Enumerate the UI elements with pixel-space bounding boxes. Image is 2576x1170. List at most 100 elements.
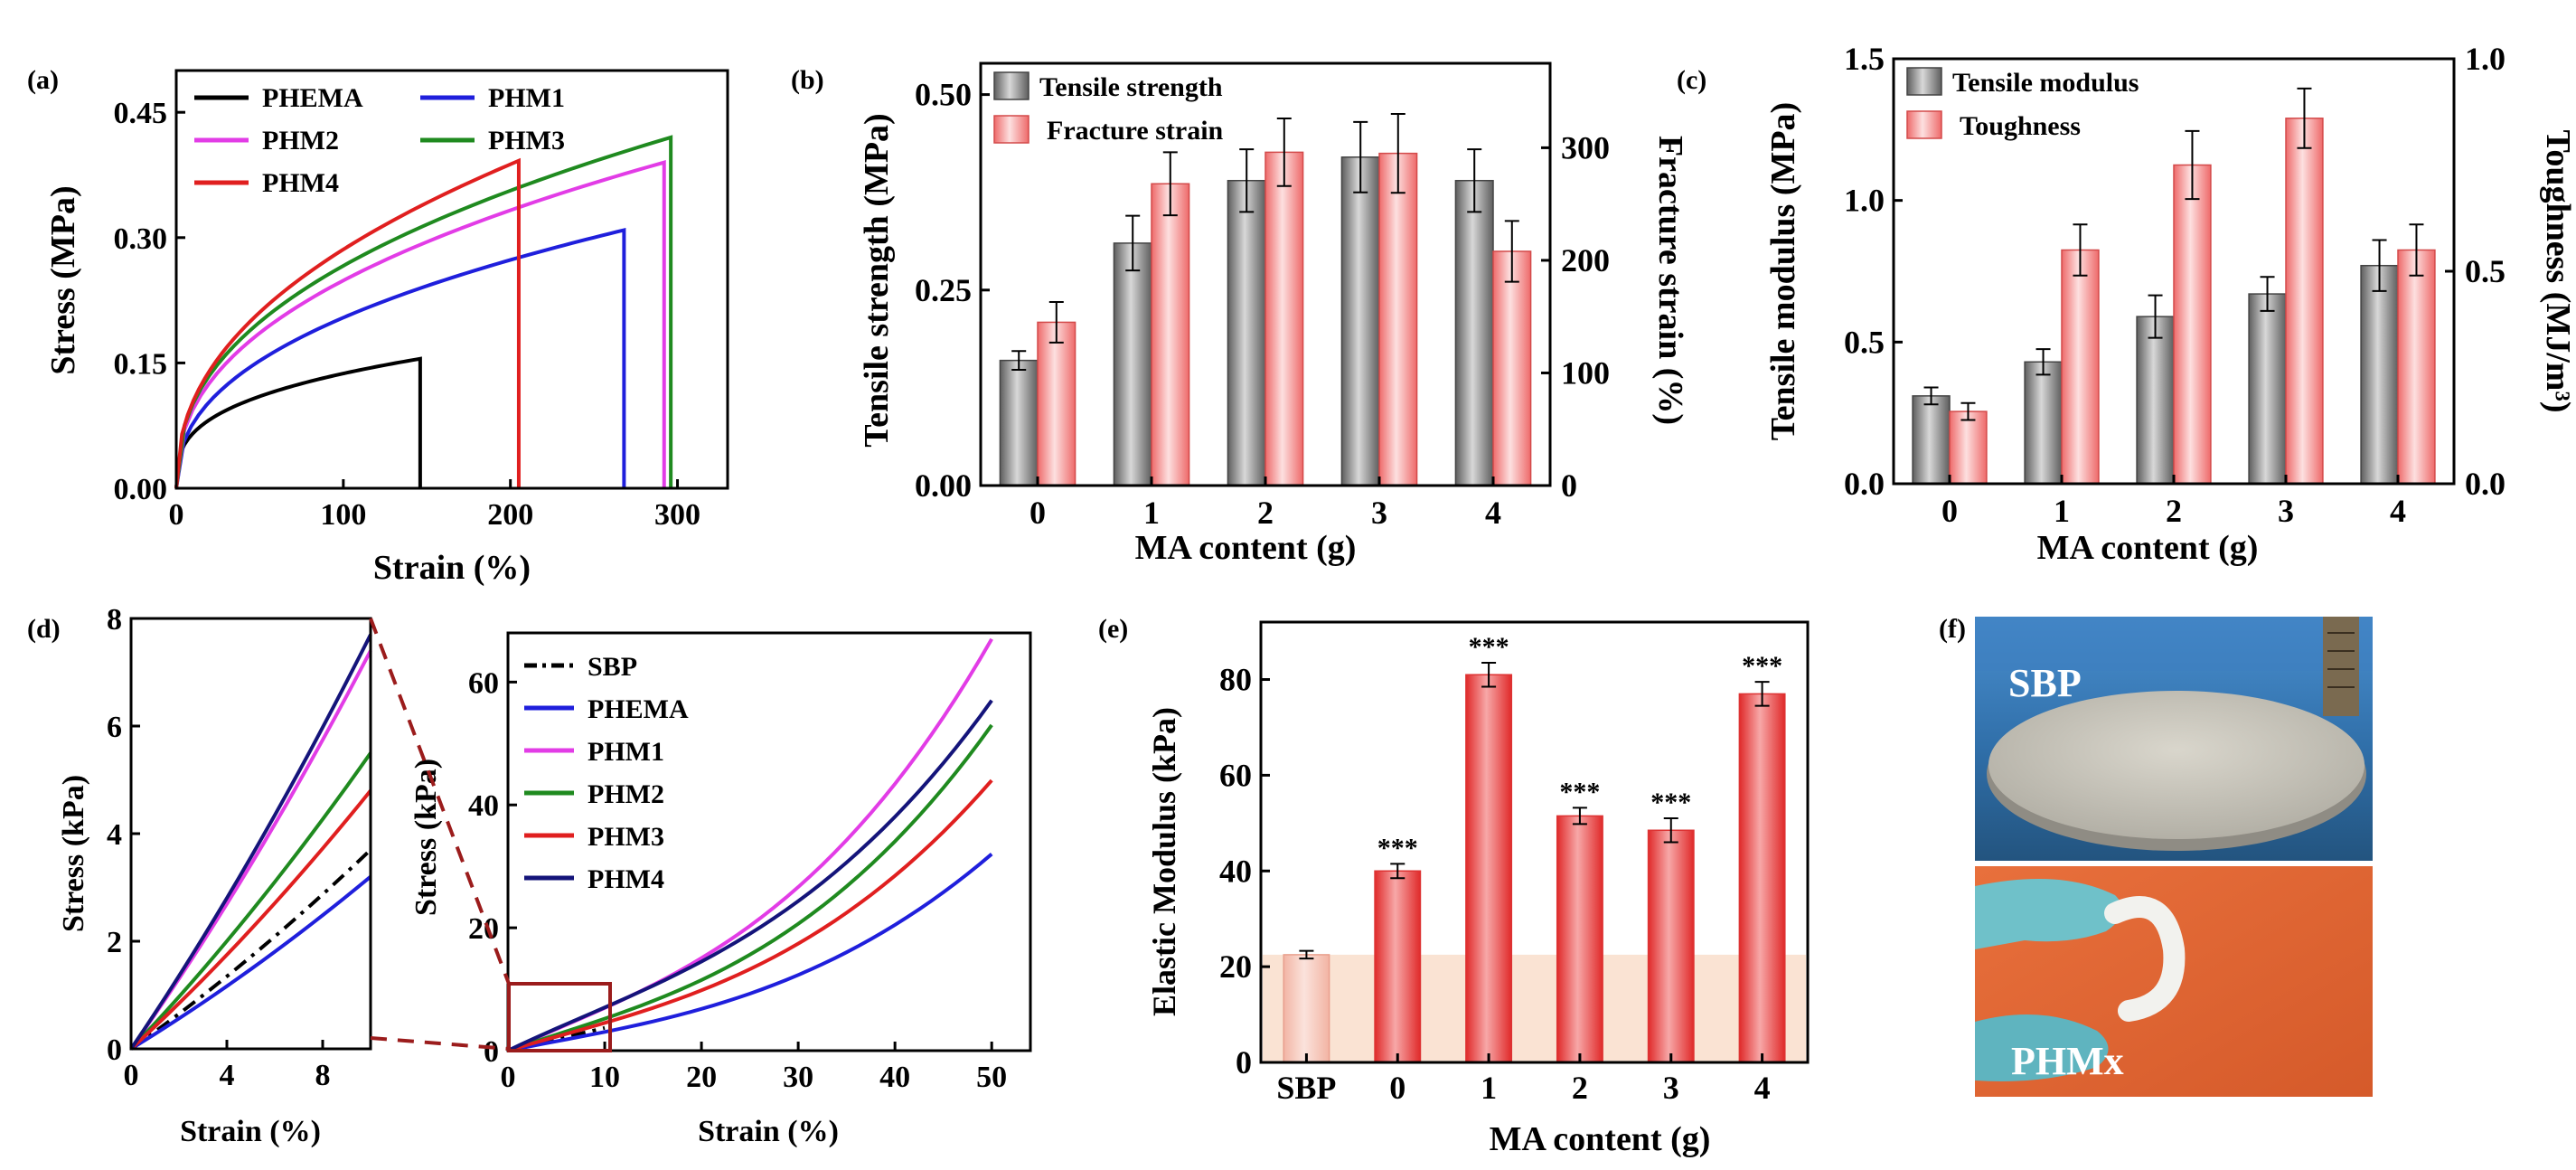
bar-3 bbox=[1647, 829, 1695, 1063]
y-right-tick-label: 1.0 bbox=[2465, 41, 2505, 77]
panel-b-ylabel: Tensile strength (MPa) bbox=[858, 113, 896, 447]
inset-curve-phm3 bbox=[129, 789, 372, 1051]
panel-d-main-ylabel: Stress (kPa) bbox=[409, 759, 443, 916]
bar-tensile-strength bbox=[1227, 179, 1266, 486]
legend-label: PHM2 bbox=[262, 126, 339, 156]
panel-a-label: (a) bbox=[27, 65, 59, 95]
y-tick-label: 0.15 bbox=[114, 347, 168, 381]
x-tick-label: 0 bbox=[1389, 1070, 1406, 1106]
inset-y-tick-label: 0 bbox=[107, 1033, 122, 1067]
x-tick-label: 0 bbox=[1029, 495, 1046, 531]
photo-phmx-caption: PHMx bbox=[2011, 1039, 2124, 1083]
bar-tensile-strength bbox=[999, 359, 1039, 486]
x-tick-label: 300 bbox=[654, 498, 700, 532]
legend-label: PHEMA bbox=[588, 694, 689, 724]
panel-e-frame bbox=[1259, 620, 1810, 1064]
curve-phm2 bbox=[174, 159, 666, 489]
y-right-tick-label: 100 bbox=[1561, 354, 1610, 391]
x-tick-label: SBP bbox=[1276, 1070, 1336, 1106]
legend-label: PHM3 bbox=[588, 822, 664, 852]
bar-fracture-strain bbox=[1492, 250, 1532, 486]
x-tick-label: 3 bbox=[2278, 493, 2294, 529]
y-tick-label: 0 bbox=[1236, 1044, 1252, 1080]
y-tick-label: 40 bbox=[468, 789, 499, 823]
x-tick-label: 200 bbox=[487, 498, 533, 532]
x-tick-label: 20 bbox=[686, 1061, 717, 1094]
y-tick-label: 0.25 bbox=[915, 272, 972, 308]
panel-f-label: (f) bbox=[1939, 614, 1966, 644]
panel-c-ylabel: Tensile modulus (MPa) bbox=[1764, 102, 1802, 440]
inset-x-tick-label: 8 bbox=[315, 1059, 331, 1092]
panel-c-ylabel-right: Toughness (MJ/m³) bbox=[2539, 130, 2576, 413]
panel-c-label: (c) bbox=[1677, 65, 1706, 95]
y-right-tick-label: 200 bbox=[1561, 242, 1610, 278]
y-tick-label: 0 bbox=[484, 1035, 499, 1069]
y-tick-label: 1.0 bbox=[1844, 183, 1885, 219]
bar-tensile-strength bbox=[1454, 179, 1494, 486]
y-tick-label: 0.5 bbox=[1844, 324, 1885, 360]
panel-c: (c) Tensile modulus (MPa) Toughness (MJ/… bbox=[1677, 41, 2576, 567]
bar-tensile-modulus bbox=[1912, 395, 1951, 485]
significance-marker: *** bbox=[1650, 788, 1691, 817]
bar-4 bbox=[1738, 693, 1786, 1063]
panel-a: (a) Stress (MPa) Strain (%) 0 100 200 300 0.… bbox=[27, 65, 729, 587]
significance-marker: *** bbox=[1559, 777, 1600, 807]
y-right-tick-label: 0.0 bbox=[2465, 466, 2505, 502]
significance-marker: *** bbox=[1469, 632, 1509, 662]
panel-e-xlabel: MA content (g) bbox=[1490, 1120, 1711, 1158]
inset-curve-phm4 bbox=[129, 633, 372, 1051]
inset-curve-phema bbox=[129, 875, 372, 1051]
inset-curve-phm1 bbox=[129, 649, 372, 1051]
legend-swatch bbox=[1906, 110, 1942, 139]
inset-curve-sbp bbox=[129, 848, 372, 1051]
zoom-box bbox=[507, 982, 612, 1052]
y-tick-label: 80 bbox=[1219, 662, 1252, 698]
x-tick-label: 4 bbox=[2390, 493, 2406, 529]
bar-tensile-strength bbox=[1340, 156, 1380, 486]
panel-d-inset-ylabel: Stress (kPa) bbox=[57, 775, 90, 932]
panel-e-label: (e) bbox=[1098, 614, 1128, 644]
bar-toughness bbox=[2285, 118, 2324, 485]
panel-d-main-xlabel: Strain (%) bbox=[698, 1115, 839, 1148]
legend-label: PHM4 bbox=[588, 864, 664, 894]
inset-y-tick-label: 8 bbox=[107, 603, 122, 637]
panel-d: (d) Stress (kPa) Strain (%) Stress (kPa)… bbox=[27, 603, 1032, 1148]
x-tick-label: 4 bbox=[1754, 1070, 1771, 1106]
bar-fracture-strain bbox=[1264, 151, 1304, 486]
inset-y-tick-label: 2 bbox=[107, 926, 122, 959]
bar-tensile-strength bbox=[1113, 242, 1152, 486]
panel-e: (e) Elastic Modulus (kPa) MA content (g)… bbox=[1098, 614, 1810, 1158]
photo-phmx: PHMx bbox=[1975, 866, 2373, 1097]
bar-tensile-modulus bbox=[2248, 293, 2287, 485]
ruler-icon bbox=[2323, 617, 2359, 716]
x-tick-label: 10 bbox=[589, 1061, 620, 1094]
panel-f: (f) SBP PHMx bbox=[1939, 614, 2373, 1097]
bent-hydrogel bbox=[2104, 896, 2186, 1022]
legend-label: PHM4 bbox=[262, 168, 339, 198]
x-tick-label: 30 bbox=[783, 1061, 813, 1094]
y-tick-label: 0.45 bbox=[114, 97, 168, 130]
zoom-connector-bottom bbox=[370, 1036, 510, 1051]
panel-a-ylabel: Stress (MPa) bbox=[44, 185, 82, 374]
curve-phm4 bbox=[174, 157, 521, 489]
x-tick-label: 100 bbox=[320, 498, 366, 532]
curve-phema bbox=[507, 853, 993, 1052]
bar-toughness bbox=[1949, 410, 1988, 485]
y-tick-label: 0.00 bbox=[114, 473, 168, 506]
x-tick-label: 1 bbox=[2054, 493, 2070, 529]
x-tick-label: 1 bbox=[1143, 495, 1160, 531]
bar-sbp bbox=[1283, 954, 1330, 1063]
bar-fracture-strain bbox=[1151, 183, 1190, 486]
panel-b-frame bbox=[979, 61, 1552, 487]
photo-sbp-caption: SBP bbox=[2008, 661, 2082, 705]
bar-tensile-modulus bbox=[2360, 264, 2399, 485]
bar-toughness bbox=[2061, 249, 2100, 485]
bar-0 bbox=[1374, 870, 1422, 1063]
legend-label: PHM2 bbox=[588, 779, 664, 809]
panel-b-ylabel-right: Fracture strain (%) bbox=[1651, 136, 1689, 425]
x-tick-label: 50 bbox=[976, 1061, 1007, 1094]
significance-marker: *** bbox=[1377, 833, 1418, 863]
bar-toughness bbox=[2173, 164, 2212, 485]
x-tick-label: 0 bbox=[1941, 493, 1958, 529]
legend-swatch bbox=[993, 115, 1029, 144]
